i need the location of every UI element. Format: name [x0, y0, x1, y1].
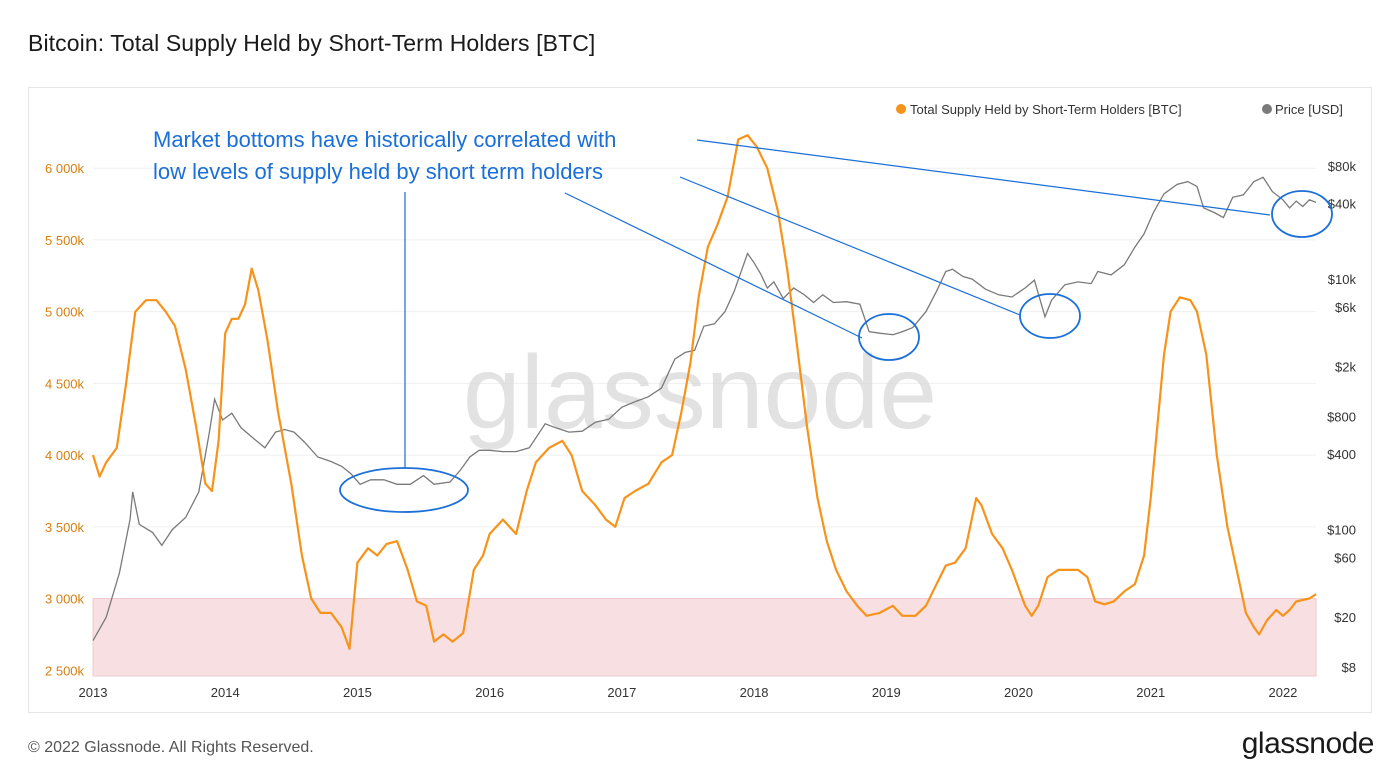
- price-series-line: [92, 176, 1317, 641]
- right-tick-label: $8: [1342, 660, 1356, 675]
- left-tick-label: 5 500k: [45, 233, 85, 248]
- left-axis-ticks: 2 500k 3 000k 3 500k 4 000k 4 500k 5 000k 5 50…: [45, 161, 85, 678]
- annotation-line-1: Market bottoms have historically correla…: [153, 127, 616, 152]
- x-tick-label: 2015: [343, 685, 372, 700]
- right-tick-label: $800: [1327, 410, 1356, 425]
- right-tick-label: $40k: [1328, 197, 1357, 212]
- low-supply-band: [92, 598, 1317, 677]
- pointer-line-2019: [564, 192, 863, 339]
- right-axis-ticks: $8 $20 $60 $100 $400 $800 $2k $6k $10k $40k $80k: [1327, 159, 1356, 675]
- x-tick-label: 2020: [1004, 685, 1033, 700]
- x-tick-label: 2019: [872, 685, 901, 700]
- right-tick-label: $400: [1327, 447, 1356, 462]
- x-tick-label: 2018: [740, 685, 769, 700]
- x-tick-label: 2021: [1136, 685, 1165, 700]
- right-tick-label: $60: [1334, 550, 1356, 565]
- legend-label-supply: Total Supply Held by Short-Term Holders …: [910, 102, 1182, 117]
- watermark: glassnode: [463, 335, 937, 451]
- right-tick-label: $2k: [1335, 360, 1356, 375]
- left-tick-label: 4 500k: [45, 376, 85, 391]
- right-tick-label: $6k: [1335, 300, 1356, 315]
- bottom-circle-2019: [858, 313, 920, 361]
- left-tick-label: 2 500k: [45, 663, 85, 678]
- bottom-circle-2015: [339, 467, 469, 513]
- legend-marker-price: [1262, 104, 1272, 114]
- x-tick-label: 2013: [79, 685, 108, 700]
- legend: Total Supply Held by Short-Term Holders …: [896, 102, 1343, 117]
- x-tick-label: 2022: [1268, 685, 1297, 700]
- x-tick-label: 2016: [475, 685, 504, 700]
- left-tick-label: 5 000k: [45, 305, 85, 320]
- annotation-group: Market bottoms have historically correla…: [153, 127, 1333, 513]
- left-tick-label: 3 500k: [45, 520, 85, 535]
- right-tick-label: $100: [1327, 523, 1356, 538]
- legend-label-price: Price [USD]: [1275, 102, 1343, 117]
- copyright-notice: © 2022 Glassnode. All Rights Reserved.: [28, 739, 314, 756]
- x-axis-ticks: 2013 2014 2015 2016 2017 2018 2019 2020 2021 2022: [79, 685, 1298, 700]
- pointer-line-2020: [679, 176, 1021, 316]
- bottom-circle-2020: [1019, 293, 1081, 339]
- glassnode-logo: glassnode: [1241, 727, 1375, 760]
- legend-marker-supply: [896, 104, 906, 114]
- chart-frame: [28, 87, 1372, 713]
- left-tick-label: 3 000k: [45, 592, 85, 607]
- right-tick-label: $20: [1334, 610, 1356, 625]
- right-tick-label: $10k: [1328, 272, 1357, 287]
- chart-title: Bitcoin: Total Supply Held by Short-Term…: [28, 30, 596, 56]
- right-tick-label: $80k: [1328, 159, 1357, 174]
- bottom-circle-2022: [1271, 190, 1333, 238]
- supply-series-line: [91, 134, 1317, 650]
- x-tick-label: 2014: [211, 685, 240, 700]
- pointer-line-2022: [696, 139, 1271, 216]
- annotation-line-2: low levels of supply held by short term …: [153, 159, 603, 184]
- left-tick-label: 4 000k: [45, 448, 85, 463]
- x-tick-label: 2017: [607, 685, 636, 700]
- left-tick-label: 6 000k: [45, 161, 85, 176]
